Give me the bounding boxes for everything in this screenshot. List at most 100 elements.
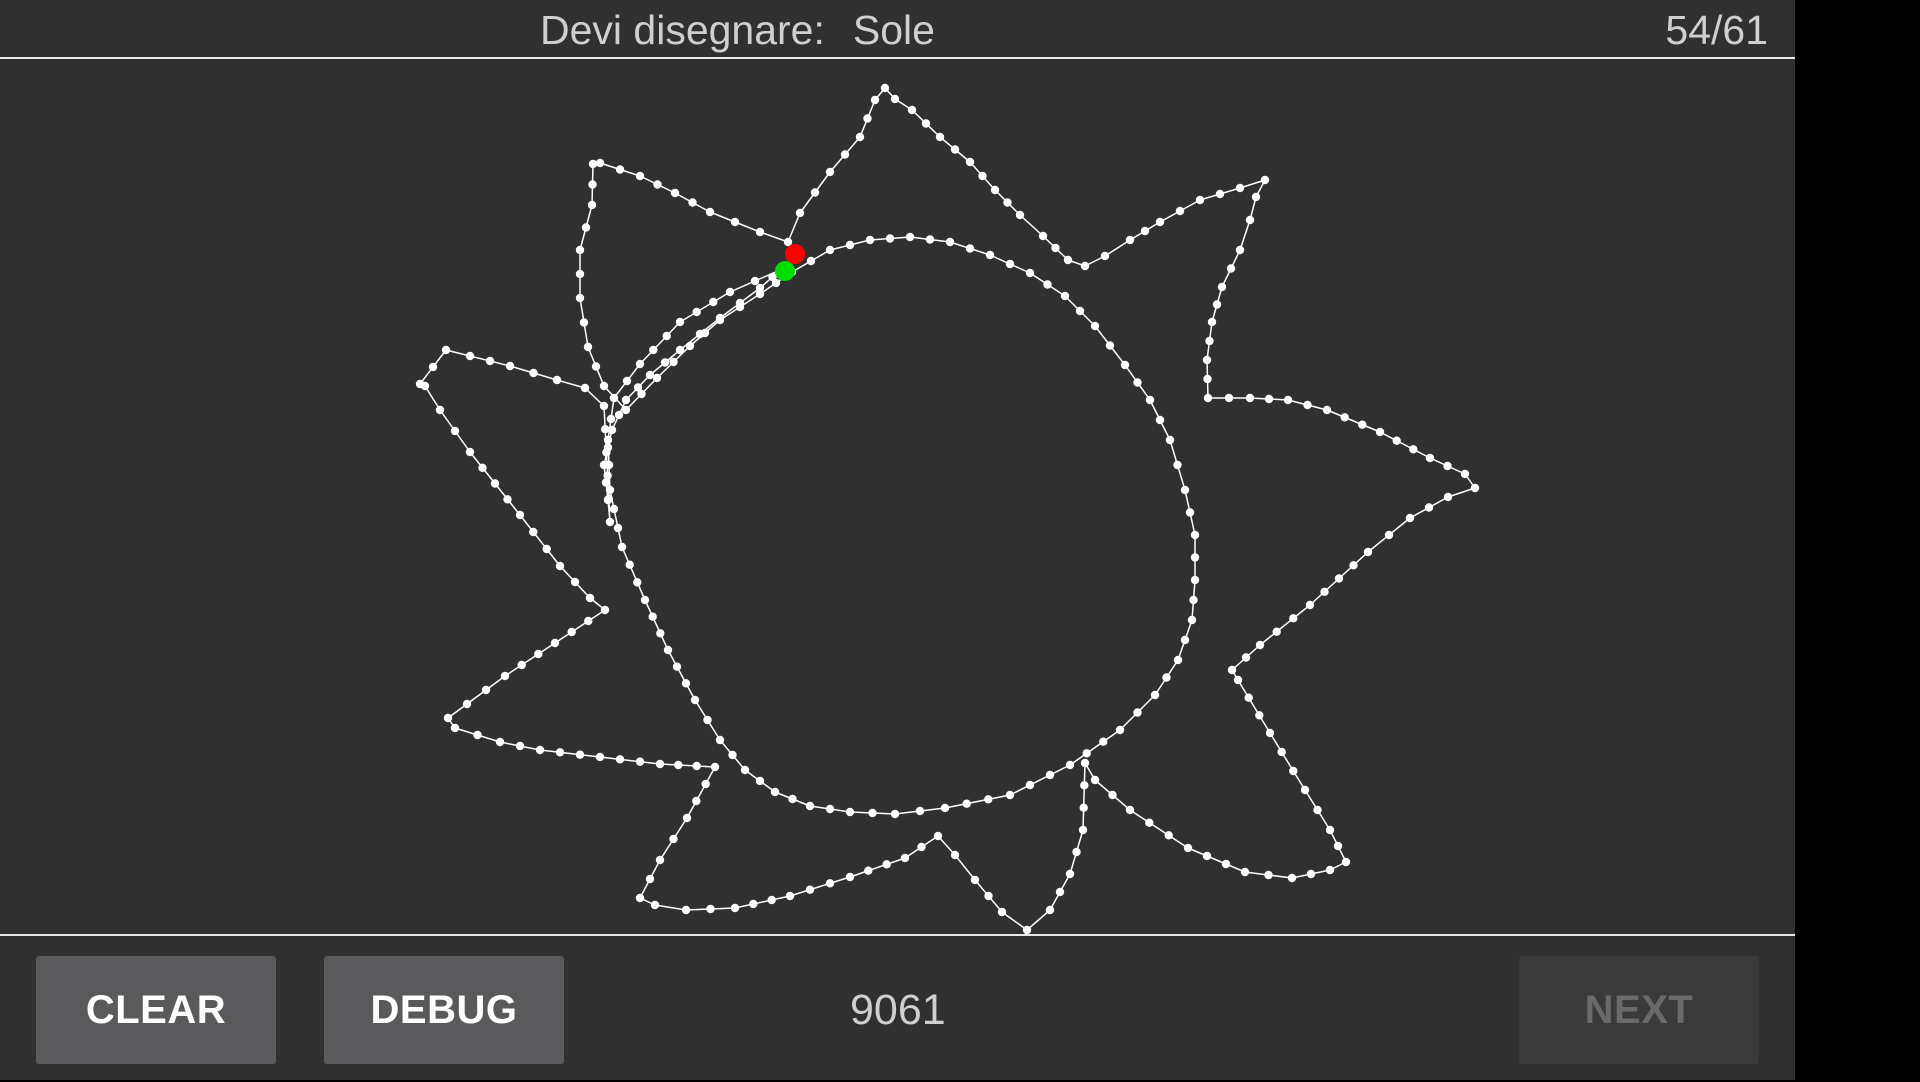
stroke-point (450, 426, 460, 436)
stroke-point (601, 478, 611, 487)
stroke-point (535, 745, 545, 755)
stroke-point (1240, 867, 1250, 877)
stroke-point (1202, 851, 1212, 861)
stroke-point (1105, 341, 1115, 350)
stroke-point (785, 891, 795, 901)
stroke-point (1025, 268, 1035, 278)
stroke-point (1150, 690, 1160, 700)
stroke-point (985, 250, 995, 260)
stroke-point (935, 132, 945, 142)
stroke-point (635, 171, 645, 181)
stroke-point (1443, 492, 1453, 502)
stroke-point (1334, 574, 1344, 583)
stroke-point (1038, 231, 1048, 241)
stroke-point (435, 405, 445, 415)
stroke-point (662, 331, 671, 341)
stroke-point (1003, 198, 1012, 207)
stroke-point (615, 755, 625, 764)
drawing-canvas[interactable] (0, 59, 1795, 934)
stroke-point (635, 757, 645, 766)
stroke-point (1305, 600, 1315, 610)
stroke-point (682, 813, 692, 823)
stroke-point (1115, 725, 1125, 735)
stroke-point (1283, 395, 1293, 405)
stroke-point (1185, 508, 1195, 517)
stroke-point (709, 297, 718, 307)
stroke-point (1005, 259, 1015, 269)
stroke-point (1140, 226, 1150, 236)
stroke-point (529, 527, 538, 537)
debug-button[interactable]: DEBUG (324, 956, 564, 1064)
stroke-point (1244, 693, 1253, 702)
stroke-point (1080, 781, 1089, 790)
drawn-stroke-points (415, 83, 1480, 934)
stroke-point (663, 645, 673, 655)
stroke-point (990, 185, 1000, 195)
stroke-point (692, 307, 701, 317)
stroke-point (710, 762, 720, 772)
stroke-point (1065, 869, 1075, 879)
stroke-point (692, 796, 701, 806)
stroke-point (599, 401, 609, 411)
stroke-point (1212, 300, 1222, 309)
stroke-point (550, 638, 560, 648)
stroke-point (1175, 206, 1185, 216)
stroke-point (1207, 317, 1217, 327)
stroke-point (1251, 192, 1261, 202)
stroke-point (604, 494, 613, 503)
stroke-point (1409, 445, 1418, 454)
stroke-point (1133, 708, 1142, 717)
stroke-point (1155, 217, 1165, 227)
stroke-point (1227, 665, 1237, 675)
stroke-point (645, 874, 655, 884)
stroke-point (613, 523, 623, 533)
stroke-point (640, 595, 650, 605)
stroke-point (1145, 818, 1154, 827)
stroke-point (1082, 749, 1091, 758)
stroke-point (681, 679, 691, 688)
stroke-point (575, 269, 585, 279)
stroke-point (650, 900, 660, 910)
stroke-point (587, 200, 597, 210)
stroke-point (771, 278, 781, 288)
stroke-point (1045, 770, 1055, 780)
stroke-point (1203, 374, 1212, 384)
stroke-point (570, 577, 580, 587)
stroke-point (1325, 865, 1335, 875)
stroke-point (672, 662, 682, 671)
stroke-point (581, 223, 591, 232)
stroke-point (1425, 453, 1435, 463)
stroke-point (917, 842, 926, 852)
stroke-point (1090, 321, 1100, 331)
stroke-point (1224, 393, 1234, 403)
stroke-point (579, 318, 589, 327)
stroke-point (1245, 215, 1255, 225)
stroke-point (600, 605, 610, 615)
stroke-point (921, 119, 931, 128)
stroke-point (692, 761, 701, 771)
stroke-point (575, 293, 585, 303)
stroke-point (825, 804, 835, 814)
stroke-point (703, 715, 712, 725)
stroke-point (805, 885, 815, 894)
stroke-point (605, 485, 615, 495)
clear-button[interactable]: CLEAR (36, 956, 276, 1064)
target-word: Sole (852, 7, 935, 53)
stroke-point (503, 495, 512, 504)
stroke-point (1277, 747, 1286, 757)
stroke-point (609, 504, 619, 514)
stroke-point (1392, 436, 1401, 445)
stroke-point (880, 83, 890, 93)
drawn-stroke-line (419, 87, 1476, 931)
stroke-point (674, 760, 683, 770)
stroke-point (795, 208, 805, 218)
stroke-point (825, 167, 835, 177)
stroke-point (705, 207, 715, 217)
stroke-point (649, 345, 658, 355)
stroke-point (481, 685, 491, 695)
stroke-point (500, 671, 510, 681)
stroke-point (450, 723, 460, 733)
stroke-point (688, 198, 697, 207)
stroke-point (1025, 780, 1035, 790)
next-button[interactable]: NEXT (1519, 956, 1759, 1064)
